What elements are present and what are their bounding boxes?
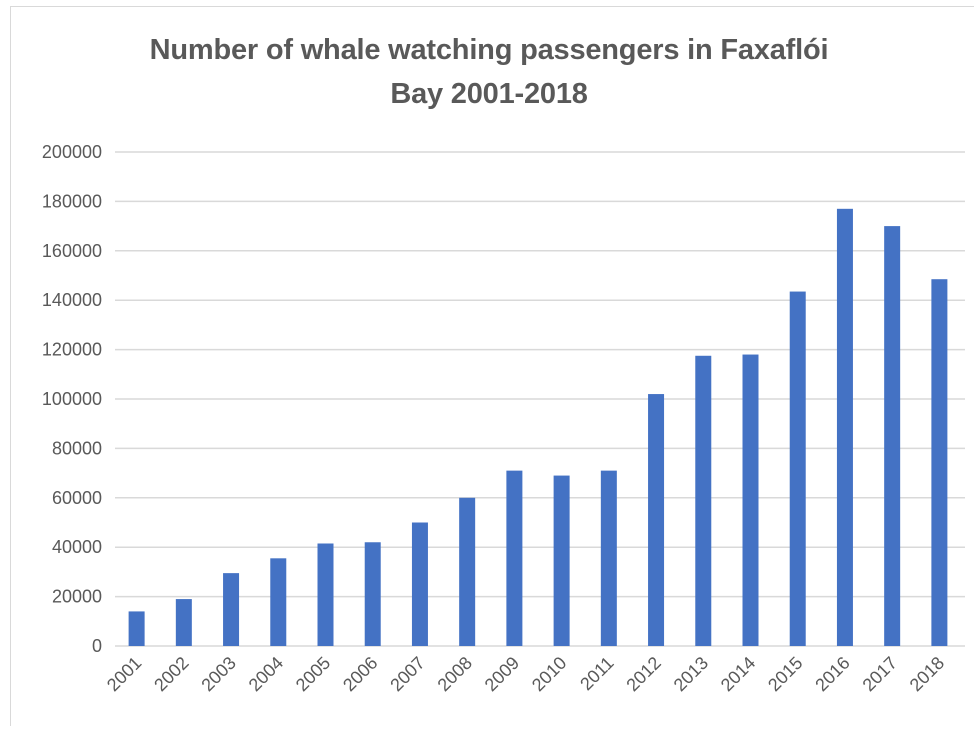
y-tick-label: 0 — [92, 636, 102, 656]
x-tick-label: 2012 — [622, 653, 664, 695]
x-tick-label: 2002 — [150, 653, 192, 695]
bar-2009 — [506, 470, 523, 646]
y-tick-label: 120000 — [42, 340, 102, 360]
x-tick-label: 2008 — [434, 653, 476, 695]
bar-2018 — [931, 279, 948, 646]
y-tick-label: 200000 — [42, 142, 102, 162]
y-tick-label: 20000 — [52, 587, 102, 607]
x-tick-label: 2003 — [197, 653, 239, 695]
y-axis-ticks: 0 20000 40000 60000 80000 100000 120000 140000 1… — [42, 142, 102, 656]
y-tick-label: 140000 — [42, 290, 102, 310]
x-tick-label: 2007 — [386, 653, 428, 695]
y-tick-label: 40000 — [52, 537, 102, 557]
chart-frame — [10, 6, 974, 726]
y-tick-label: 80000 — [52, 438, 102, 458]
x-tick-label: 2011 — [576, 653, 618, 695]
bar-2015 — [789, 291, 806, 646]
x-tick-label: 2018 — [906, 653, 948, 695]
bar-2008 — [459, 497, 476, 646]
bar-2004 — [270, 558, 287, 646]
x-tick-label: 2013 — [670, 653, 712, 695]
bar-2014 — [742, 354, 759, 646]
bar-2003 — [223, 573, 240, 646]
x-tick-label: 2017 — [859, 653, 901, 695]
y-tick-label: 180000 — [42, 191, 102, 211]
bar-2017 — [884, 226, 901, 646]
chart-title-line-1: Number of whale watching passengers in F… — [149, 34, 829, 66]
bar-2006 — [364, 542, 381, 646]
bar-2013 — [695, 355, 712, 646]
x-tick-label: 2016 — [811, 653, 853, 695]
x-tick-label: 2001 — [103, 653, 145, 695]
x-tick-label: 2009 — [481, 653, 523, 695]
x-tick-label: 2004 — [245, 653, 287, 695]
bar-2011 — [600, 470, 617, 646]
chart-title: Number of whale watching passengers in F… — [0, 28, 978, 116]
bar-2016 — [836, 208, 853, 646]
y-tick-label: 100000 — [42, 389, 102, 409]
x-tick-label: 2010 — [528, 653, 570, 695]
bar-2007 — [411, 522, 428, 646]
bar-2002 — [175, 599, 192, 646]
x-tick-label: 2006 — [339, 653, 381, 695]
bar-2012 — [648, 394, 665, 646]
bar-2005 — [317, 543, 334, 646]
x-tick-label: 2005 — [292, 653, 334, 695]
x-tick-label: 2014 — [717, 653, 759, 695]
bar-2010 — [553, 475, 570, 646]
bar-2001 — [128, 611, 145, 646]
x-tick-label: 2015 — [764, 653, 806, 695]
x-axis-ticks: 2001 2002 2003 2004 2005 2006 2007 2008 2009 2010… — [103, 653, 948, 695]
y-tick-label: 60000 — [52, 488, 102, 508]
gridlines — [115, 151, 965, 647]
bars — [128, 208, 948, 646]
y-tick-label: 160000 — [42, 241, 102, 261]
chart-title-line-2: Bay 2001-2018 — [390, 78, 588, 110]
